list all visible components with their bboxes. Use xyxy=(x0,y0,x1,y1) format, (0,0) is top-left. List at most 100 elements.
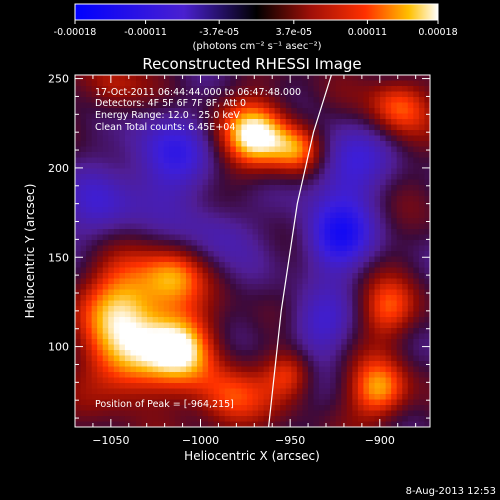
heatmap-cell xyxy=(147,284,154,291)
heatmap-cell xyxy=(285,108,292,115)
heatmap-cell xyxy=(330,201,337,208)
heatmap-cell xyxy=(352,102,359,109)
heatmap-cell xyxy=(252,218,259,225)
heatmap-cell xyxy=(252,97,259,104)
heatmap-cell xyxy=(413,218,420,225)
heatmap-cell xyxy=(147,201,154,208)
heatmap-cell xyxy=(124,251,132,258)
heatmap-cell xyxy=(391,306,398,313)
heatmap-cell xyxy=(219,377,226,384)
heatmap-cell xyxy=(363,256,370,263)
heatmap-cell xyxy=(113,218,120,225)
heatmap-cell xyxy=(291,190,298,197)
heatmap-cell xyxy=(374,190,381,197)
heatmap-cell xyxy=(75,416,82,423)
heatmap-cell xyxy=(252,141,259,148)
heatmap-cell xyxy=(374,355,381,362)
heatmap-cell xyxy=(391,168,398,175)
heatmap-cell xyxy=(163,317,170,324)
heatmap-cell xyxy=(258,97,265,104)
heatmap-cell xyxy=(163,207,170,214)
heatmap-cell xyxy=(274,328,281,335)
heatmap-cell xyxy=(136,207,143,214)
heatmap-cell xyxy=(346,234,353,241)
heatmap-cell xyxy=(202,223,209,230)
heatmap-cell xyxy=(352,311,359,318)
heatmap-cell xyxy=(396,267,403,274)
heatmap-cell xyxy=(75,240,82,247)
heatmap-cell xyxy=(241,344,248,351)
heatmap-cell xyxy=(213,306,220,313)
heatmap-cell xyxy=(180,278,187,285)
heatmap-cell xyxy=(280,80,287,87)
heatmap-cell xyxy=(152,168,159,175)
heatmap-cell xyxy=(130,223,137,230)
heatmap-cell xyxy=(202,179,209,186)
heatmap-cell xyxy=(291,201,298,208)
heatmap-cell xyxy=(413,306,420,313)
heatmap-cell xyxy=(158,108,165,115)
heatmap-cell xyxy=(335,135,342,142)
heatmap-cell xyxy=(330,256,337,263)
heatmap-cell xyxy=(324,113,331,120)
heatmap-cell xyxy=(197,383,204,390)
heatmap-cell xyxy=(363,102,370,109)
heatmap-cell xyxy=(352,190,359,197)
heatmap-cell xyxy=(163,256,170,263)
heatmap-cell xyxy=(280,223,287,230)
heatmap-cell xyxy=(407,212,414,219)
heatmap-cell xyxy=(385,245,392,252)
heatmap-cell xyxy=(418,383,426,390)
heatmap-cell xyxy=(258,174,265,181)
heatmap-cell xyxy=(169,119,176,126)
heatmap-cell xyxy=(75,262,82,269)
heatmap-cell xyxy=(341,97,348,104)
heatmap-cell xyxy=(313,333,320,340)
heatmap-cell xyxy=(141,207,148,214)
heatmap-cell xyxy=(407,278,414,285)
heatmap-cell xyxy=(119,394,126,401)
heatmap-cell xyxy=(302,212,309,219)
heatmap-cell xyxy=(174,146,181,153)
heatmap-cell xyxy=(352,273,359,280)
heatmap-cell xyxy=(402,262,409,269)
heatmap-cell xyxy=(108,240,115,247)
heatmap-cell xyxy=(202,119,209,126)
heatmap-cell xyxy=(296,361,304,368)
heatmap-cell xyxy=(374,366,381,373)
heatmap-cell xyxy=(230,344,237,351)
heatmap-cell xyxy=(219,311,226,318)
heatmap-cell xyxy=(219,152,226,159)
heatmap-cell xyxy=(346,372,353,379)
heatmap-cell xyxy=(374,394,381,401)
heatmap-cell xyxy=(86,350,93,357)
heatmap-cell xyxy=(224,372,231,379)
heatmap-cell xyxy=(396,163,403,170)
heatmap-cell xyxy=(407,146,414,153)
heatmap-cell xyxy=(296,102,304,109)
heatmap-cell xyxy=(91,394,98,401)
heatmap-cell xyxy=(208,256,215,263)
heatmap-cell xyxy=(108,339,115,346)
heatmap-cell xyxy=(141,339,148,346)
heatmap-cell xyxy=(274,278,281,285)
heatmap-cell xyxy=(80,256,87,263)
heatmap-cell xyxy=(402,366,409,373)
heatmap-cell xyxy=(313,80,320,87)
heatmap-cell xyxy=(80,124,87,131)
heatmap-cell xyxy=(108,97,115,104)
heatmap-cell xyxy=(80,372,87,379)
heatmap-cell xyxy=(274,317,281,324)
heatmap-cell xyxy=(208,174,215,181)
heatmap-cell xyxy=(380,97,387,104)
heatmap-cell xyxy=(324,196,331,203)
heatmap-cell xyxy=(357,333,365,340)
heatmap-cell xyxy=(296,421,304,427)
heatmap-cell xyxy=(307,185,315,192)
heatmap-cell xyxy=(119,262,126,269)
heatmap-cell xyxy=(202,135,209,142)
heatmap-cell xyxy=(274,179,281,186)
heatmap-cell xyxy=(97,163,104,170)
heatmap-cell xyxy=(130,190,137,197)
heatmap-cell xyxy=(213,416,220,423)
